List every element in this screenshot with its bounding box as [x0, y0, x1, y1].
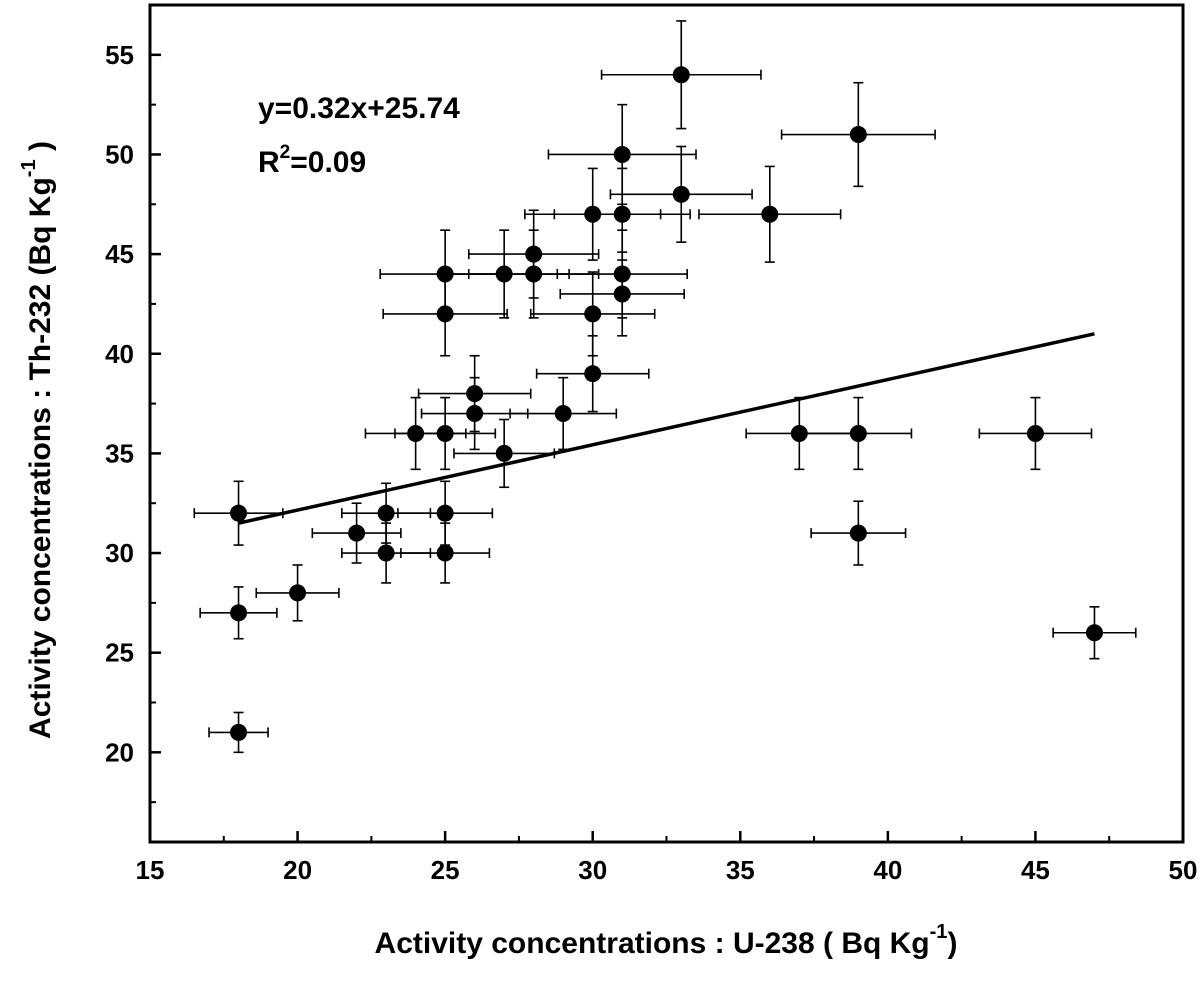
data-point — [584, 365, 602, 383]
data-point — [761, 205, 779, 223]
y-axis-title: Activity concentrations : Th-232 (Bq Kg-… — [18, 141, 57, 739]
data-point — [377, 544, 395, 562]
data-point — [525, 245, 543, 263]
error-bars — [193, 20, 1137, 754]
y-tick-label: 35 — [105, 438, 134, 468]
data-point — [230, 504, 248, 522]
data-point — [849, 424, 867, 442]
r-squared-sup: 2 — [280, 142, 291, 163]
x-tick-label: 30 — [578, 855, 607, 885]
x-tick-label: 40 — [873, 855, 902, 885]
data-point — [348, 524, 366, 542]
data-point — [495, 444, 513, 462]
x-tick-label: 45 — [1021, 855, 1050, 885]
x-axis-title-end: ) — [947, 927, 957, 960]
y-tick-label: 20 — [105, 737, 134, 767]
plot-frame — [148, 3, 1185, 844]
fit-line-group — [238, 332, 1095, 525]
x-tick-label: 20 — [283, 855, 312, 885]
y-tick-label: 30 — [105, 538, 134, 568]
data-point — [466, 405, 484, 423]
r-squared-prefix: R — [258, 146, 280, 179]
data-point — [377, 504, 395, 522]
data-point — [672, 185, 690, 203]
data-point — [495, 265, 513, 283]
data-point — [672, 66, 690, 84]
data-point — [436, 265, 454, 283]
data-point — [1085, 624, 1103, 642]
data-point — [436, 504, 454, 522]
data-point — [613, 265, 631, 283]
data-point — [613, 285, 631, 303]
regression-line — [238, 332, 1095, 525]
y-axis-title-end: ) — [24, 141, 57, 159]
data-point — [436, 305, 454, 323]
x-axis-title-main: Activity concentrations : U-238 ( Bq Kg — [375, 927, 930, 960]
x-tick-label: 35 — [726, 855, 755, 885]
data-point — [436, 424, 454, 442]
y-tick-label: 25 — [105, 638, 134, 668]
data-point — [230, 604, 248, 622]
y-tick-label: 45 — [105, 239, 134, 269]
data-point — [407, 424, 425, 442]
x-tick-label: 15 — [136, 855, 165, 885]
data-point — [1026, 424, 1044, 442]
data-point — [613, 205, 631, 223]
data-point — [436, 544, 454, 562]
data-point — [790, 424, 808, 442]
x-tick-label: 25 — [431, 855, 460, 885]
data-point — [584, 205, 602, 223]
y-axis-title-sup: -1 — [18, 159, 40, 177]
regression-equation: y=0.32x+25.74 — [258, 92, 460, 125]
data-point — [613, 145, 631, 163]
y-axis-title-main: Activity concentrations : Th-232 (Bq Kg — [24, 177, 57, 739]
y-tick-label: 55 — [105, 40, 134, 70]
axis-ticks: 15 20 25 30 35 40 45 50 20 25 30 35 40 45 50 55 — [105, 40, 1197, 885]
data-point — [849, 524, 867, 542]
data-point — [230, 723, 248, 741]
r-squared-label: R2=0.09 — [258, 142, 366, 179]
data-point — [289, 584, 307, 602]
data-point — [466, 385, 484, 403]
data-point — [849, 126, 867, 144]
y-tick-label: 40 — [105, 339, 134, 369]
r-squared-value: =0.09 — [290, 146, 366, 179]
data-point — [584, 305, 602, 323]
data-point — [525, 265, 543, 283]
x-axis-title: Activity concentrations : U-238 ( Bq Kg-… — [375, 921, 958, 960]
x-axis-title-sup: -1 — [930, 921, 948, 943]
y-tick-label: 50 — [105, 139, 134, 169]
data-point — [554, 405, 572, 423]
data-points — [230, 66, 1103, 741]
x-tick-label: 50 — [1169, 855, 1198, 885]
